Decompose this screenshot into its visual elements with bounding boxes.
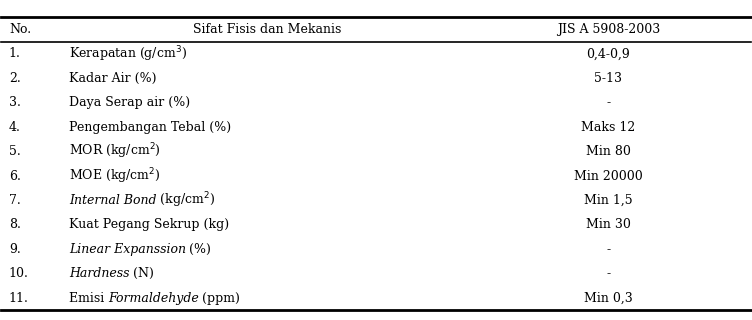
Text: Emisi: Emisi — [69, 292, 108, 305]
Text: 0,4-0,9: 0,4-0,9 — [587, 47, 630, 60]
Text: Kerapatan (g/cm$^3$): Kerapatan (g/cm$^3$) — [69, 44, 186, 64]
Text: Hardness: Hardness — [69, 267, 129, 280]
Text: Min 20000: Min 20000 — [574, 170, 643, 182]
Text: Kadar Air (%): Kadar Air (%) — [69, 72, 156, 85]
Text: No.: No. — [9, 23, 31, 36]
Text: 3.: 3. — [9, 96, 21, 109]
Text: -: - — [606, 96, 611, 109]
Text: 5.: 5. — [9, 145, 20, 158]
Text: 10.: 10. — [9, 267, 29, 280]
Text: JIS A 5908-2003: JIS A 5908-2003 — [556, 23, 660, 36]
Text: Linear Expanssion: Linear Expanssion — [69, 243, 186, 256]
Text: (N): (N) — [129, 267, 154, 280]
Text: MOR (kg/cm$^2$): MOR (kg/cm$^2$) — [69, 142, 161, 161]
Text: Min 80: Min 80 — [586, 145, 631, 158]
Text: Min 1,5: Min 1,5 — [584, 194, 632, 207]
Text: 2.: 2. — [9, 72, 20, 85]
Text: Min 0,3: Min 0,3 — [584, 292, 632, 305]
Text: 1.: 1. — [9, 47, 21, 60]
Text: 7.: 7. — [9, 194, 20, 207]
Text: Min 30: Min 30 — [586, 218, 631, 231]
Text: 9.: 9. — [9, 243, 20, 256]
Text: (%): (%) — [186, 243, 211, 256]
Text: (kg/cm$^2$): (kg/cm$^2$) — [156, 191, 216, 210]
Text: Formaldehyde: Formaldehyde — [108, 292, 199, 305]
Text: Sifat Fisis dan Mekanis: Sifat Fisis dan Mekanis — [193, 23, 341, 36]
Text: 6.: 6. — [9, 170, 21, 182]
Text: 5-13: 5-13 — [594, 72, 622, 85]
Text: Internal Bond: Internal Bond — [69, 194, 156, 207]
Text: (ppm): (ppm) — [199, 292, 240, 305]
Text: Pengembangan Tebal (%): Pengembangan Tebal (%) — [69, 121, 231, 134]
Text: 8.: 8. — [9, 218, 21, 231]
Text: Daya Serap air (%): Daya Serap air (%) — [69, 96, 190, 109]
Text: Maks 12: Maks 12 — [581, 121, 635, 134]
Text: Kuat Pegang Sekrup (kg): Kuat Pegang Sekrup (kg) — [69, 218, 229, 231]
Text: MOE (kg/cm$^2$): MOE (kg/cm$^2$) — [69, 166, 160, 186]
Text: 4.: 4. — [9, 121, 21, 134]
Text: -: - — [606, 243, 611, 256]
Text: 11.: 11. — [9, 292, 29, 305]
Text: -: - — [606, 267, 611, 280]
